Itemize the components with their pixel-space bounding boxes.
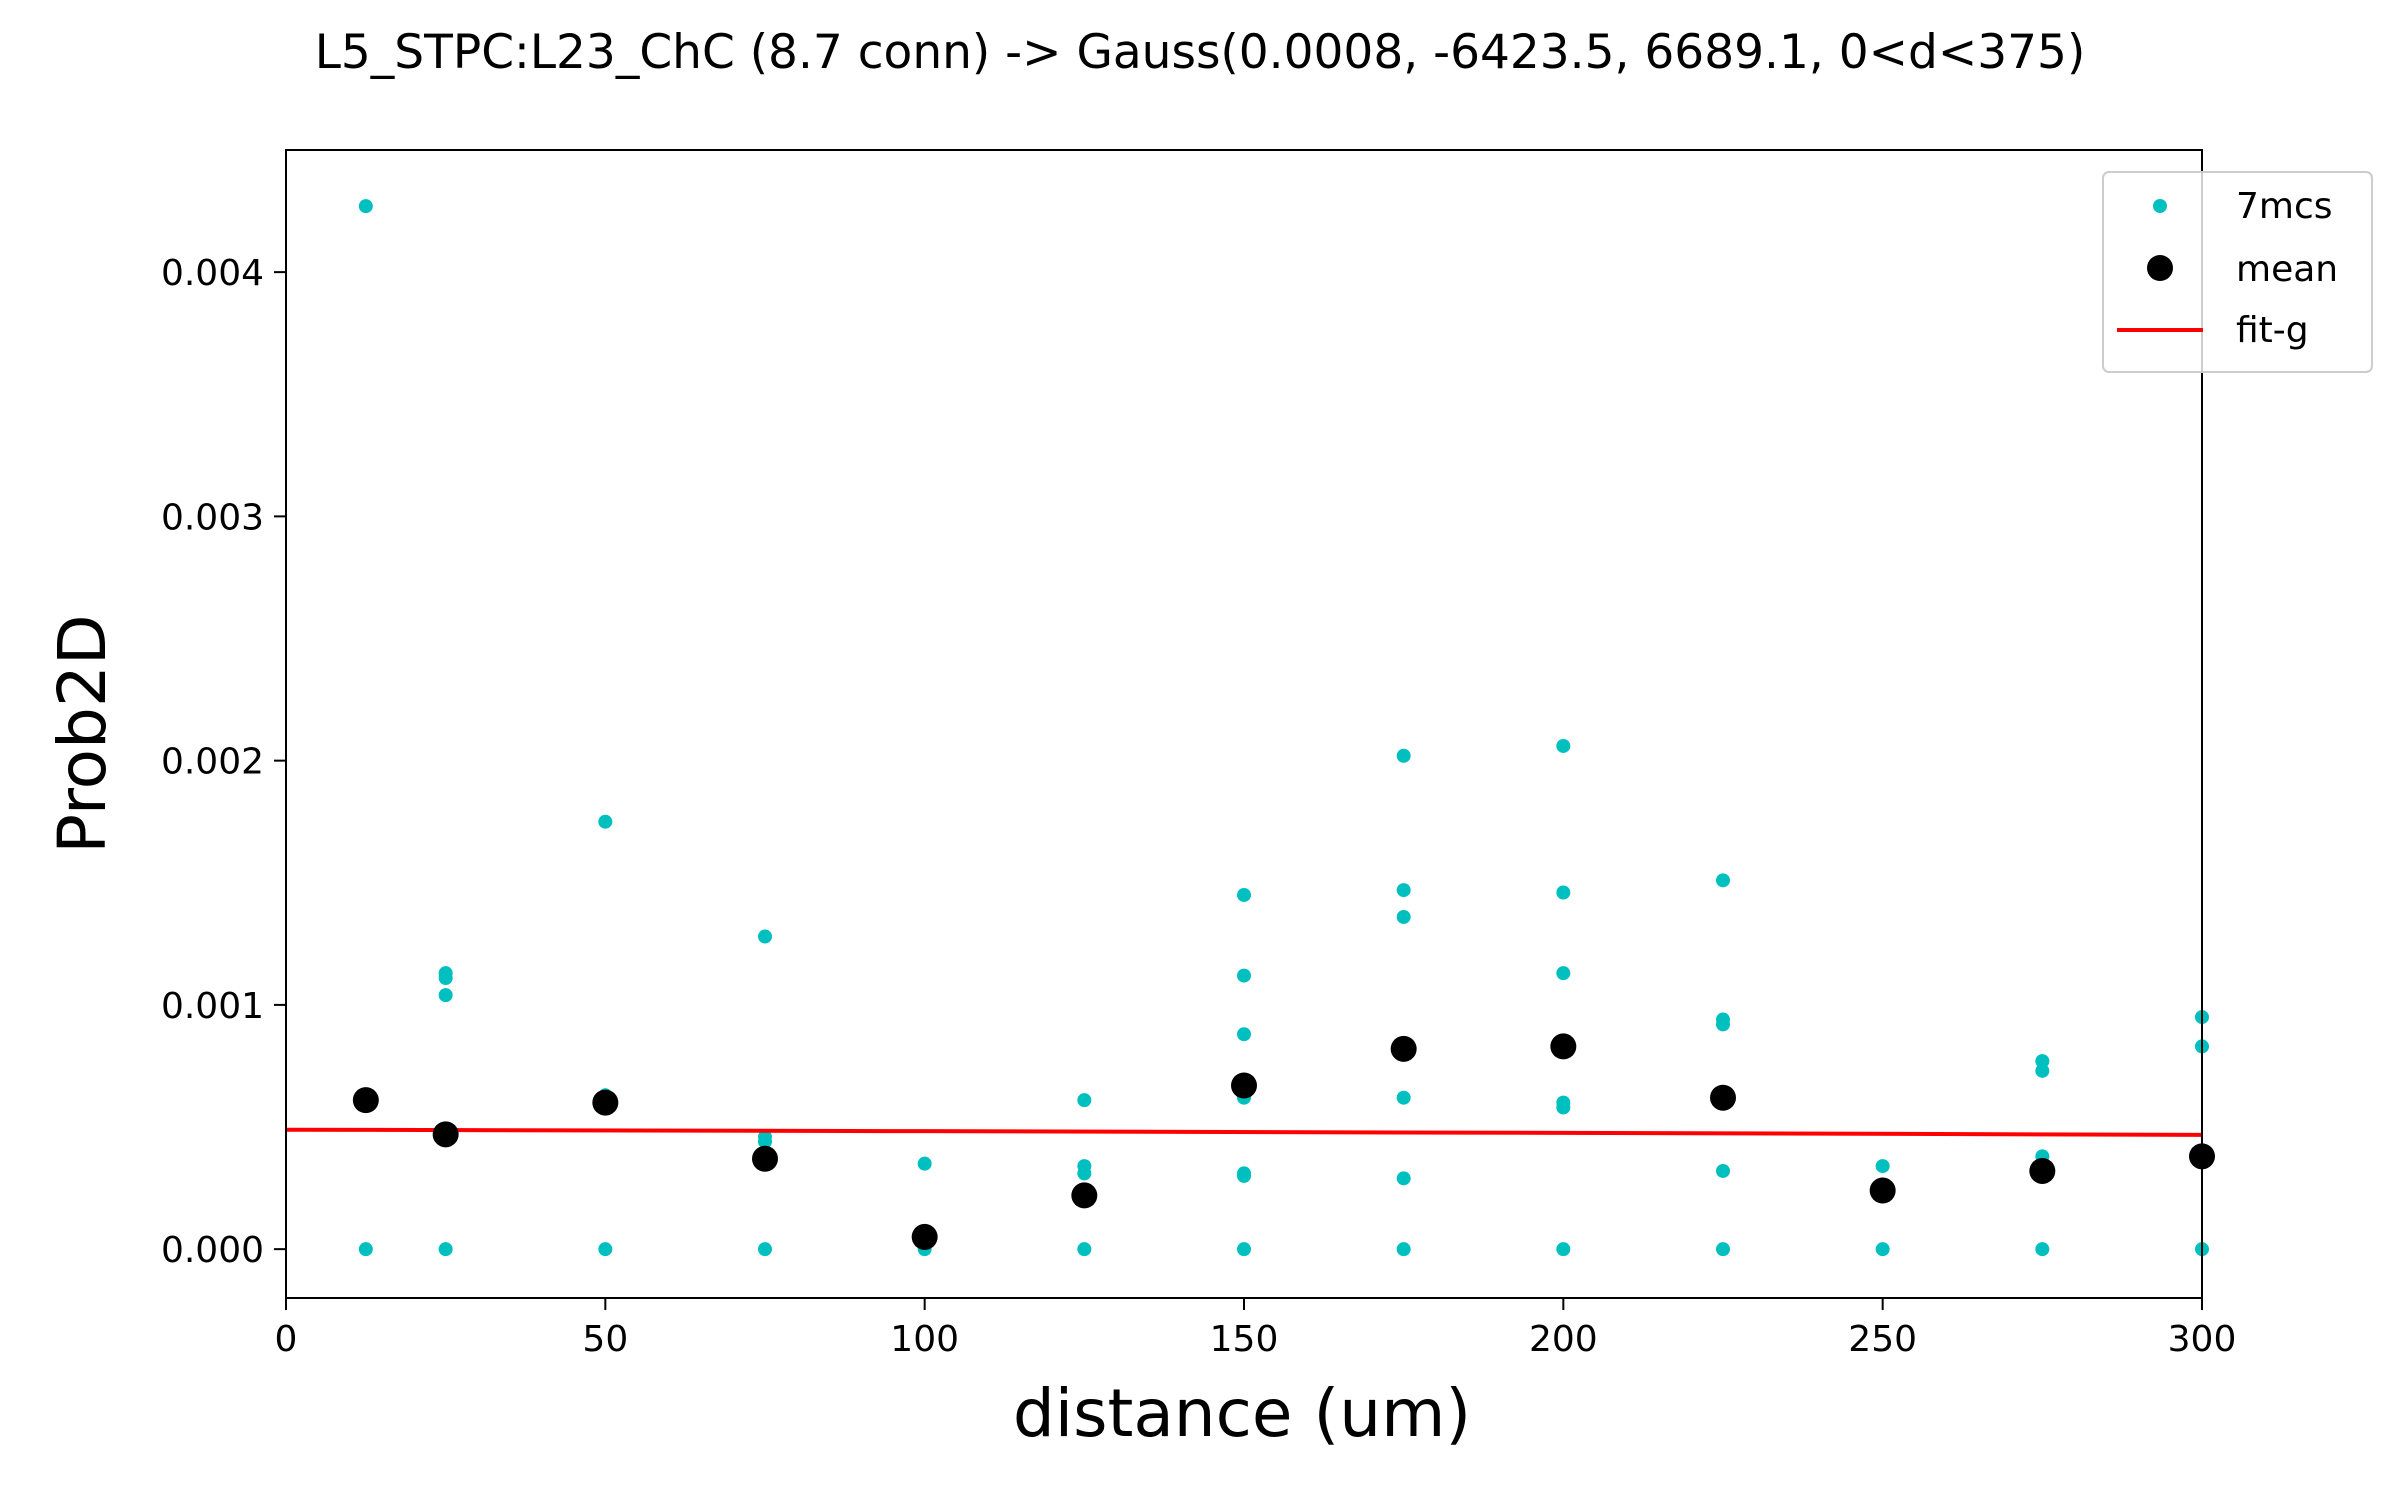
sample-point [1396,909,1411,924]
sample-point [358,199,373,214]
x-tick-label: 250 [1848,1319,1917,1360]
sample-point [438,971,453,986]
sample-point [598,814,613,829]
legend-marker-samples [2153,199,2167,213]
sample-point [2035,1242,2050,1257]
legend-label-mean: mean [2236,249,2338,290]
y-tick-label: 0.002 [161,742,264,783]
y-tick-label: 0.003 [161,497,264,538]
y-axis-label: Prob2D [44,614,121,853]
plot-background [286,150,2202,1298]
mean-point [352,1087,379,1114]
x-tick-label: 50 [582,1319,628,1360]
sample-point [758,1134,772,1149]
sample-point [1556,885,1571,900]
sample-point [1875,1242,1890,1257]
legend: 7mcs mean fit-g [2102,171,2373,373]
sample-point [1237,1027,1251,1042]
mean-point [1231,1072,1257,1099]
sample-point [1716,1017,1730,1032]
sample-point [1716,873,1730,888]
sample-point [1077,1093,1092,1108]
sample-point [358,1242,373,1257]
fit-line [285,1127,2203,1137]
sample-point [1875,1159,1890,1174]
sample-point [758,1242,772,1257]
sample-point [1237,968,1251,983]
sample-point [2035,1063,2050,1078]
sample-point [1077,1242,1092,1257]
mean-point [432,1121,459,1148]
y-axis-ticks: 0.000 0.001 0.002 0.003 0.004 [161,253,286,1271]
legend-label-samples: 7mcs [2236,186,2333,227]
legend-box [2102,171,2373,373]
legend-marker-mean [2147,255,2173,281]
x-tick-label: 300 [2168,1319,2237,1360]
chart-title: L5_STPC:L23_ChC (8.7 conn) -> Gauss(0.00… [315,25,2086,80]
mean-point [1071,1182,1098,1209]
mean-point [752,1145,778,1172]
sample-point [1396,1090,1411,1105]
sample-point [917,1156,932,1171]
plot-area [285,149,2215,1299]
sample-point [758,929,772,944]
sample-point [1556,966,1571,981]
mean-point [2029,1157,2056,1184]
sample-point [438,988,453,1003]
sample-point [1396,883,1411,898]
mean-point [1550,1033,1577,1060]
sample-point [1396,1242,1411,1257]
sample-point [1077,1166,1092,1181]
y-tick-label: 0.004 [161,253,264,294]
x-tick-label: 200 [1529,1319,1598,1360]
y-tick-label: 0.000 [161,1230,264,1271]
legend-label-fit: fit-g [2236,310,2309,351]
sample-point [1716,1163,1730,1178]
x-tick-label: 0 [275,1319,298,1360]
sample-point [1556,738,1571,753]
mean-point [911,1223,938,1250]
sample-point [1237,1168,1251,1183]
sample-point [1396,1171,1411,1186]
sample-point [438,1242,453,1257]
sample-point [1237,1242,1251,1257]
mean-point [592,1089,619,1116]
x-tick-label: 100 [890,1319,959,1360]
sample-point [1716,1242,1730,1257]
sample-point [2035,1054,2050,1069]
sample-point [1556,1100,1571,1115]
sample-point [1396,748,1411,763]
sample-point [1556,1242,1571,1257]
x-tick-label: 150 [1210,1319,1279,1360]
sample-point [1237,887,1251,902]
mean-point [1710,1084,1736,1111]
y-tick-label: 0.001 [161,986,264,1027]
x-axis-ticks: 0 50 100 150 200 250 300 [275,1298,2237,1360]
mean-point [1390,1035,1417,1062]
x-axis-label: distance (um) [1013,1375,1471,1452]
mean-point [1869,1177,1896,1204]
sample-point [598,1242,613,1257]
